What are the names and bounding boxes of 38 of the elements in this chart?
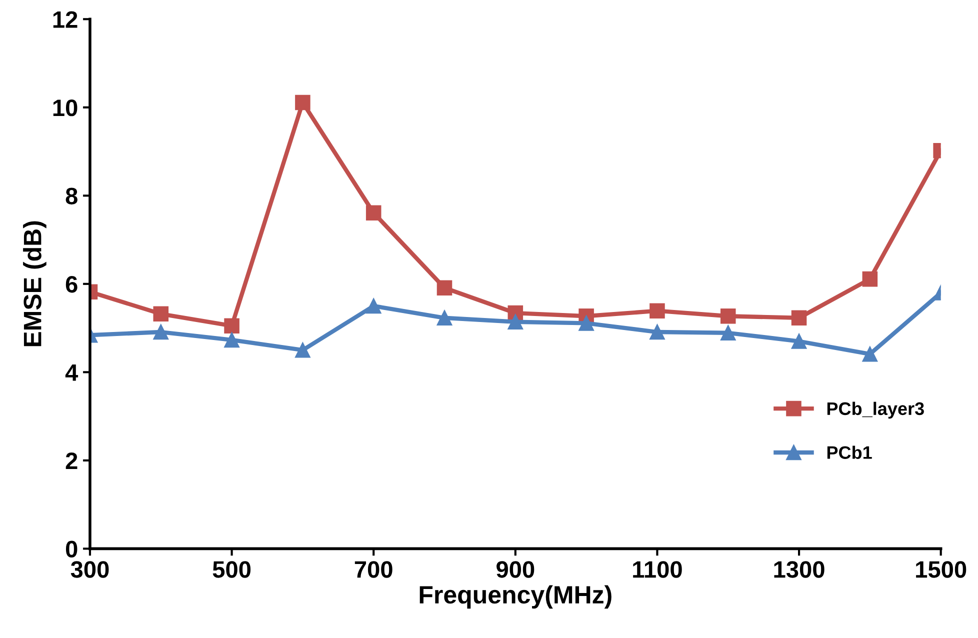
point [436,280,452,296]
point [436,310,452,326]
point [366,205,382,221]
legend-label: PCb1 [827,446,872,459]
point [650,324,665,340]
point [224,332,240,348]
point [508,314,524,330]
point [578,316,594,331]
y-tick-label: 4 [65,364,78,381]
x-tick-label: 900 [496,561,534,578]
point [720,308,736,324]
x-tick-label: 1100 [633,561,682,578]
legend-label: PCb_layer3 [827,402,924,419]
x-tick-label: 700 [354,561,392,578]
point [720,325,736,341]
point [791,334,807,349]
x-tick-label: 1300 [774,561,824,578]
y-axis-title: EMSE (dB) [23,221,46,346]
point [791,310,807,326]
point [650,303,665,318]
y-tick-label: 2 [66,452,78,469]
x-tick-label: 500 [212,561,251,578]
point [366,298,382,314]
point [862,346,878,362]
y-tick-label: 6 [66,276,78,293]
y-tick-label: 8 [66,188,78,204]
point [153,306,169,322]
point [295,94,310,110]
y-tick-label: 10 [53,99,78,116]
y-tick-label: 0 [66,540,78,558]
y-tick-label: 12 [53,11,78,28]
x-tick-label: 300 [70,561,109,578]
x-tick-label: 1500 [916,561,966,578]
point [295,342,310,358]
point [862,271,878,287]
x-axis-title: Frequency(MHz) [420,585,612,609]
point [153,324,169,340]
point [224,318,240,334]
